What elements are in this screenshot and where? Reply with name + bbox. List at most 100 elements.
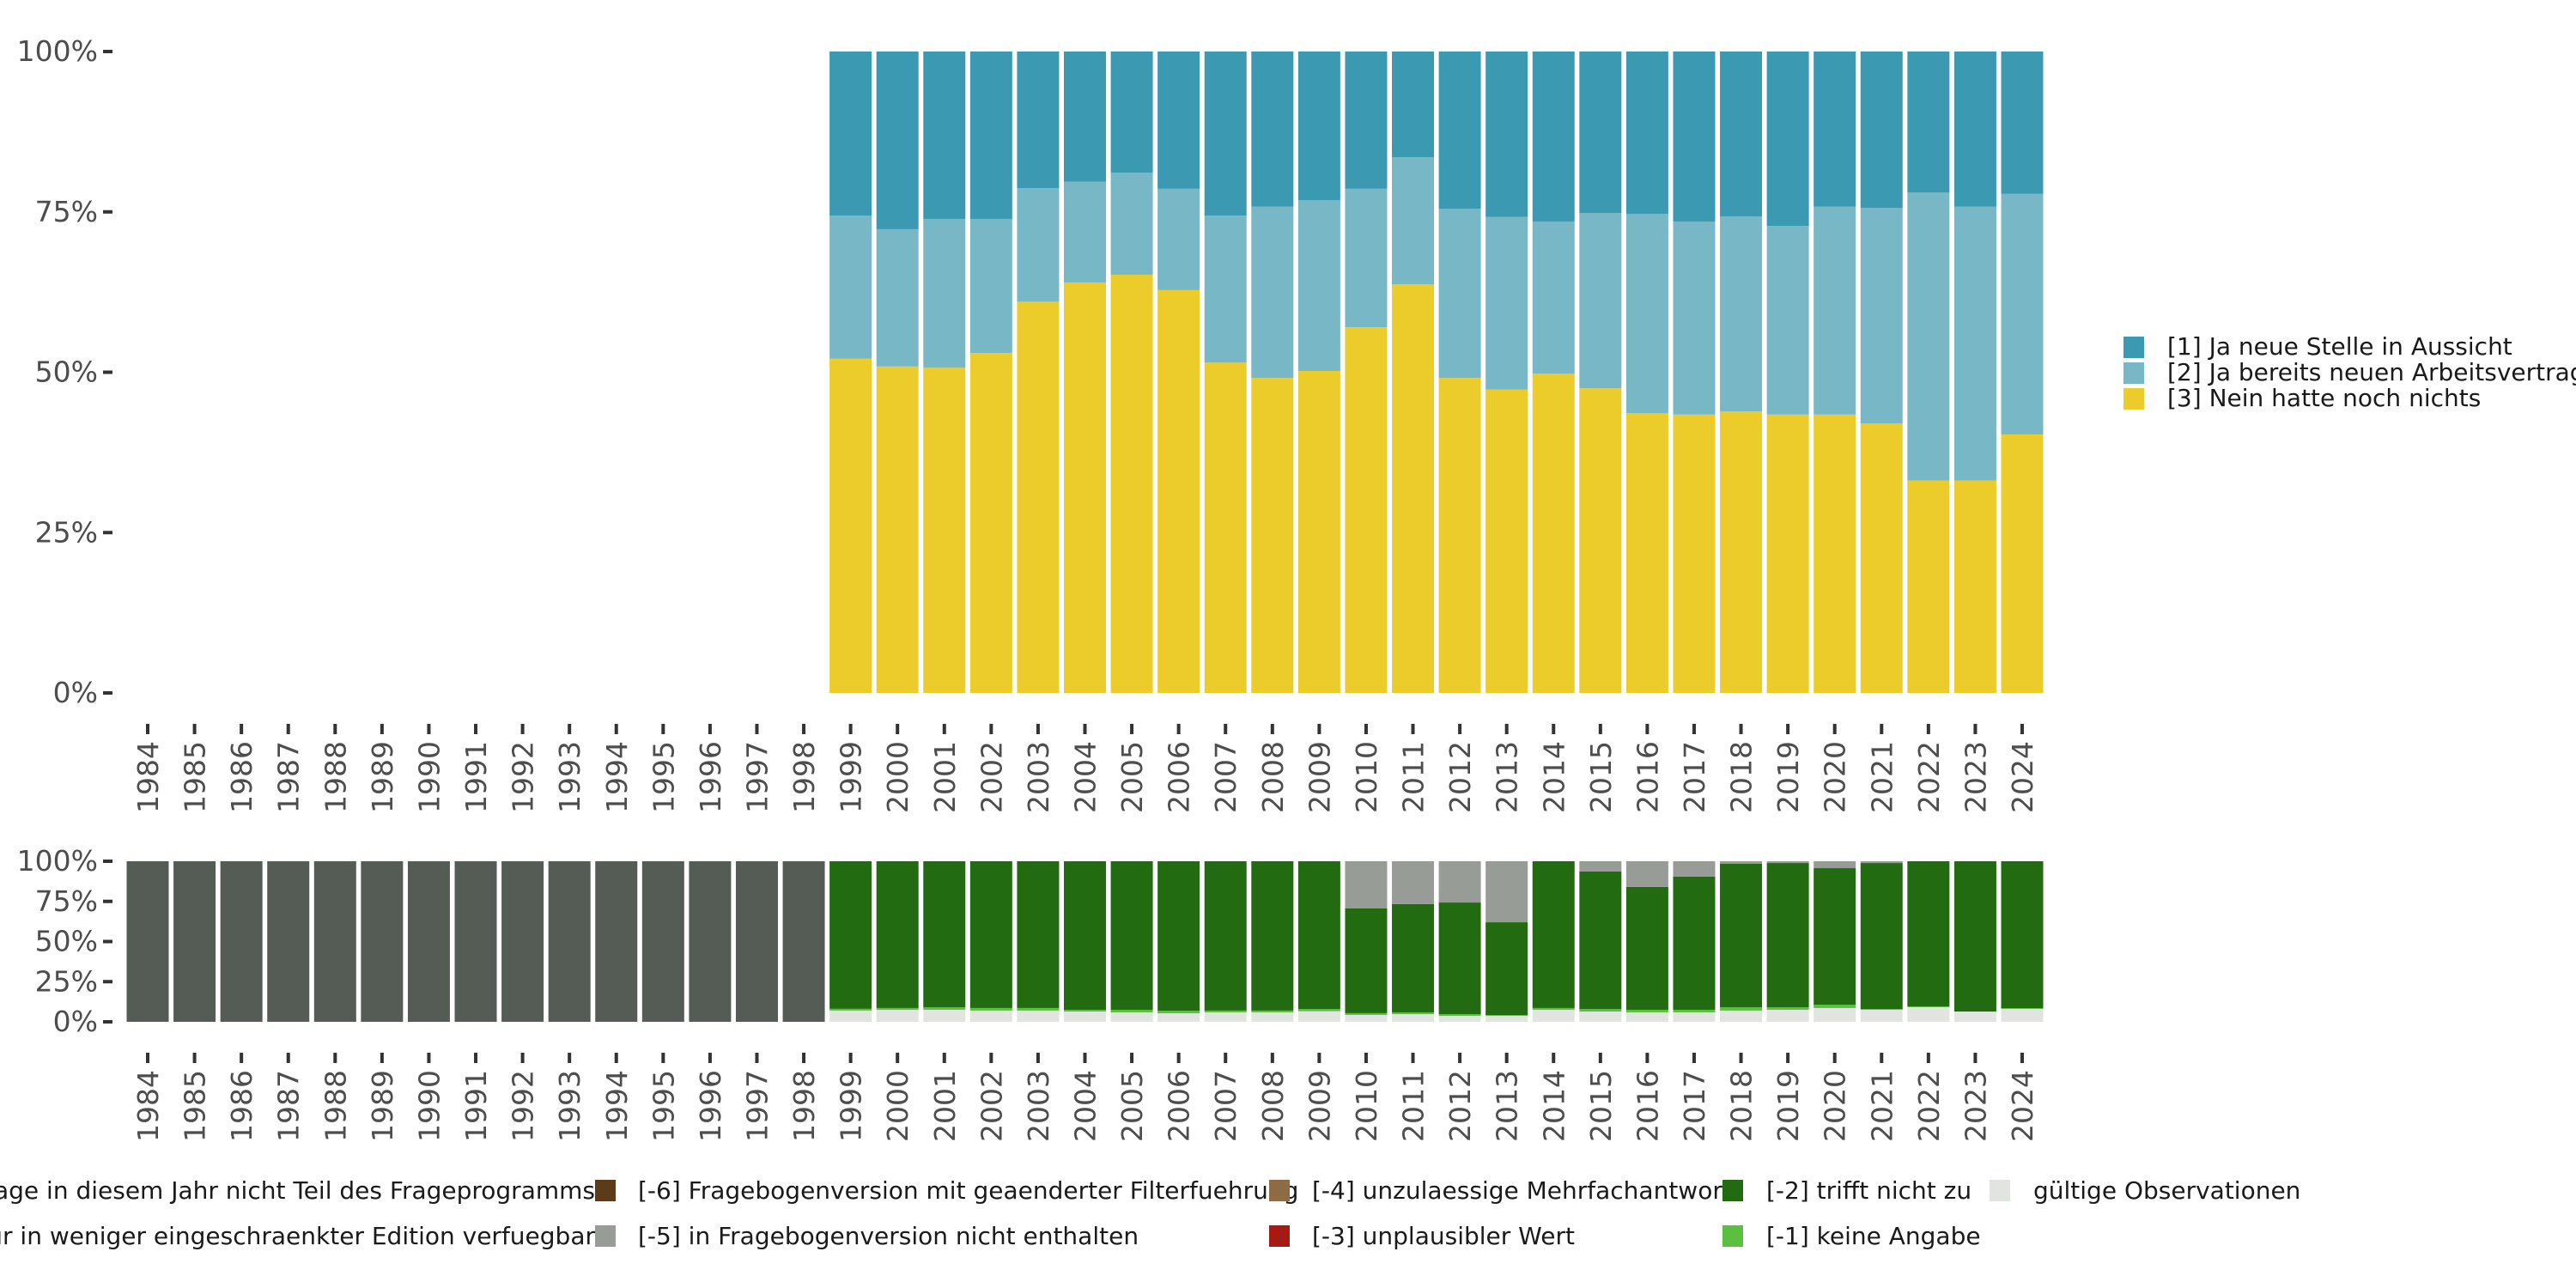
bar-segment-2000-s2 xyxy=(876,861,919,1008)
x-tick-label: 1987 xyxy=(272,1070,306,1142)
x-tick-label: 2021 xyxy=(1865,741,1899,813)
x-tick-label: 2009 xyxy=(1303,741,1336,813)
bar-segment-2006-s2 xyxy=(1157,52,1200,189)
bar-segment-2024-s2 xyxy=(2001,52,2044,194)
bar-segment-2024-s1 xyxy=(2001,1008,2044,1010)
legend-label: [-3] unplausibler Wert xyxy=(1312,1222,1575,1250)
x-tick-label: 1992 xyxy=(507,741,540,813)
bar-segment-2016-s1 xyxy=(1625,1009,1668,1012)
x-tick-label: 1991 xyxy=(459,1070,493,1142)
x-tick-label: 2008 xyxy=(1256,741,1290,813)
bar-segment-2024-s0 xyxy=(2001,434,2044,693)
y-tick-label: 75% xyxy=(35,884,98,918)
bar-segment-2021-s1 xyxy=(1860,208,1903,424)
bar-segment-2014-s1 xyxy=(1532,221,1575,374)
bar-segment-2018-s3 xyxy=(1720,861,1763,864)
bar-segment-2008-s2 xyxy=(1251,861,1294,1011)
legend-label: [2] Ja bereits neuen Arbeitsvertrag xyxy=(2167,358,2576,386)
bar-segment-2007-s1 xyxy=(1204,1010,1247,1012)
bar-segment-2017-s2 xyxy=(1673,52,1716,222)
bar-segment-2019-s1 xyxy=(1766,1006,1809,1010)
bar-segment-2021-s0 xyxy=(1860,1009,1903,1022)
x-tick-label: 2024 xyxy=(2006,741,2039,813)
bar-segment-2008-s0 xyxy=(1251,1012,1294,1022)
bar-segment-2002-s1 xyxy=(969,1007,1012,1011)
bar-segment-2003-s1 xyxy=(1017,188,1060,302)
bar-segment-2010-s0 xyxy=(1345,327,1388,693)
bar-segment-2024-s1 xyxy=(2001,193,2044,434)
x-tick-label: 1993 xyxy=(553,1070,586,1142)
bar-segment-2020-s0 xyxy=(1814,414,1856,693)
bar-segment-2018-s0 xyxy=(1720,411,1763,693)
bar-segment-1996-s4 xyxy=(689,861,732,1022)
bar-segment-2015-s1 xyxy=(1579,213,1622,389)
x-tick-label: 2006 xyxy=(1163,1070,1196,1142)
bar-segment-2000-s0 xyxy=(876,366,919,693)
x-tick-label: 1985 xyxy=(179,741,212,813)
bar-segment-2003-s0 xyxy=(1017,301,1060,693)
x-tick-label: 1985 xyxy=(179,1070,212,1142)
bar-segment-2001-s1 xyxy=(923,218,966,368)
bar-segment-2003-s1 xyxy=(1017,1007,1060,1011)
x-tick-label: 1990 xyxy=(412,741,446,813)
bar-segment-2024-s0 xyxy=(2001,1009,2044,1022)
x-tick-label: 2007 xyxy=(1209,1070,1242,1142)
bar-segment-2004-s0 xyxy=(1064,1012,1106,1022)
bar-segment-2010-s3 xyxy=(1345,861,1388,908)
bar-segment-2014-s2 xyxy=(1532,861,1575,1008)
x-tick-label: 1994 xyxy=(600,741,634,813)
bar-segment-2013-s2 xyxy=(1485,52,1528,217)
bar-segment-2001-s2 xyxy=(923,861,966,1007)
x-tick-label: 2022 xyxy=(1912,1070,1946,1142)
x-tick-label: 2013 xyxy=(1491,741,1524,813)
bar-segment-2013-s2 xyxy=(1485,922,1528,1016)
bar-segment-2006-s0 xyxy=(1157,1013,1200,1022)
legend-key xyxy=(1722,1225,1743,1247)
bar-segment-2003-s2 xyxy=(1017,52,1060,189)
bar-segment-2015-s2 xyxy=(1579,52,1622,214)
bar-segment-2002-s1 xyxy=(969,218,1012,354)
bar-segment-2023-s1 xyxy=(1953,206,1996,481)
x-tick-label: 2007 xyxy=(1209,741,1242,813)
bar-segment-2005-s1 xyxy=(1110,173,1153,275)
bar-segment-2017-s0 xyxy=(1673,1012,1716,1022)
bar-segment-2001-s0 xyxy=(923,368,966,693)
bar-segment-2019-s0 xyxy=(1766,1009,1809,1022)
x-tick-label: 1989 xyxy=(366,741,399,813)
bar-segment-1994-s4 xyxy=(595,861,638,1022)
bar-segment-2005-s2 xyxy=(1110,861,1153,1010)
x-tick-label: 2022 xyxy=(1912,741,1946,813)
bar-segment-2018-s0 xyxy=(1720,1010,1763,1022)
x-tick-label: 2006 xyxy=(1163,741,1196,813)
x-tick-label: 1996 xyxy=(694,741,727,813)
bar-segment-1999-s0 xyxy=(829,358,872,693)
x-tick-label: 2014 xyxy=(1537,1070,1571,1142)
x-tick-label: 2023 xyxy=(1959,741,1992,813)
bar-segment-1992-s4 xyxy=(501,861,544,1022)
legend-key xyxy=(1269,1225,1290,1247)
bar-segment-2019-s0 xyxy=(1766,414,1809,693)
bar-segment-2020-s1 xyxy=(1814,1004,1856,1008)
bar-segment-2012-s1 xyxy=(1438,1014,1481,1017)
bar-segment-2004-s0 xyxy=(1064,282,1106,693)
bar-segment-1985-s4 xyxy=(173,861,216,1022)
bar-segment-2015-s2 xyxy=(1579,871,1622,1010)
bar-segment-2016-s2 xyxy=(1625,52,1668,214)
bottom-legend: rage in diesem Jahr nicht Teil des Frage… xyxy=(0,1176,2300,1250)
bar-segment-1987-s4 xyxy=(267,861,310,1022)
bar-segment-2000-s1 xyxy=(876,228,919,367)
bar-segment-1997-s4 xyxy=(735,861,778,1022)
x-tick-label: 1998 xyxy=(787,1070,821,1142)
bar-segment-2018-s1 xyxy=(1720,216,1763,412)
bar-segment-2022-s0 xyxy=(1907,1006,1950,1022)
bar-segment-2010-s0 xyxy=(1345,1014,1388,1022)
bar-segment-2012-s3 xyxy=(1438,861,1481,903)
bar-segment-1990-s4 xyxy=(407,861,450,1022)
x-tick-label: 2015 xyxy=(1584,741,1618,813)
bar-segment-2013-s0 xyxy=(1485,389,1528,693)
legend-label: ur in weniger eingeschraenkter Edition v… xyxy=(0,1222,595,1250)
bar-segment-2000-s0 xyxy=(876,1009,919,1022)
bar-segment-2012-s2 xyxy=(1438,52,1481,210)
bar-segment-2015-s0 xyxy=(1579,1012,1622,1022)
bottom-panel: 0% 25% 50% 75% 100% 1984 1985 1986 1987 1988 1989 1… xyxy=(17,844,2044,1142)
